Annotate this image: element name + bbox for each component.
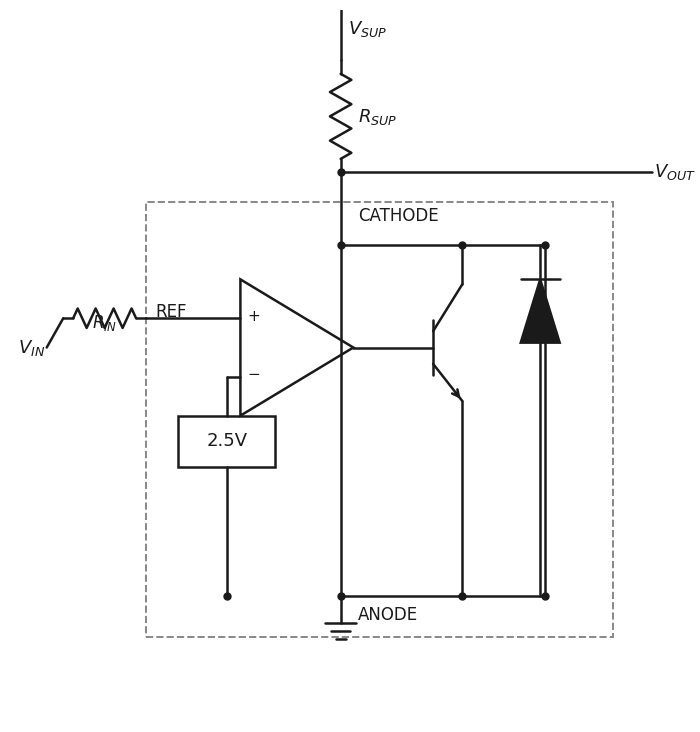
Text: 2.5V: 2.5V: [206, 433, 247, 450]
Text: $R_{SUP}$: $R_{SUP}$: [358, 107, 398, 127]
Text: $V_{SUP}$: $V_{SUP}$: [349, 19, 388, 40]
Text: +: +: [247, 309, 260, 324]
Text: REF: REF: [155, 303, 187, 321]
Text: $R_{IN}$: $R_{IN}$: [92, 313, 118, 333]
Text: $V_{IN}$: $V_{IN}$: [18, 337, 45, 357]
Text: $V_{OUT}$: $V_{OUT}$: [654, 163, 696, 182]
Text: ANODE: ANODE: [358, 606, 419, 624]
Polygon shape: [521, 280, 560, 343]
Bar: [146, 201, 613, 637]
Text: CATHODE: CATHODE: [358, 207, 439, 225]
Text: −: −: [247, 367, 260, 382]
Bar: [178, 416, 276, 467]
